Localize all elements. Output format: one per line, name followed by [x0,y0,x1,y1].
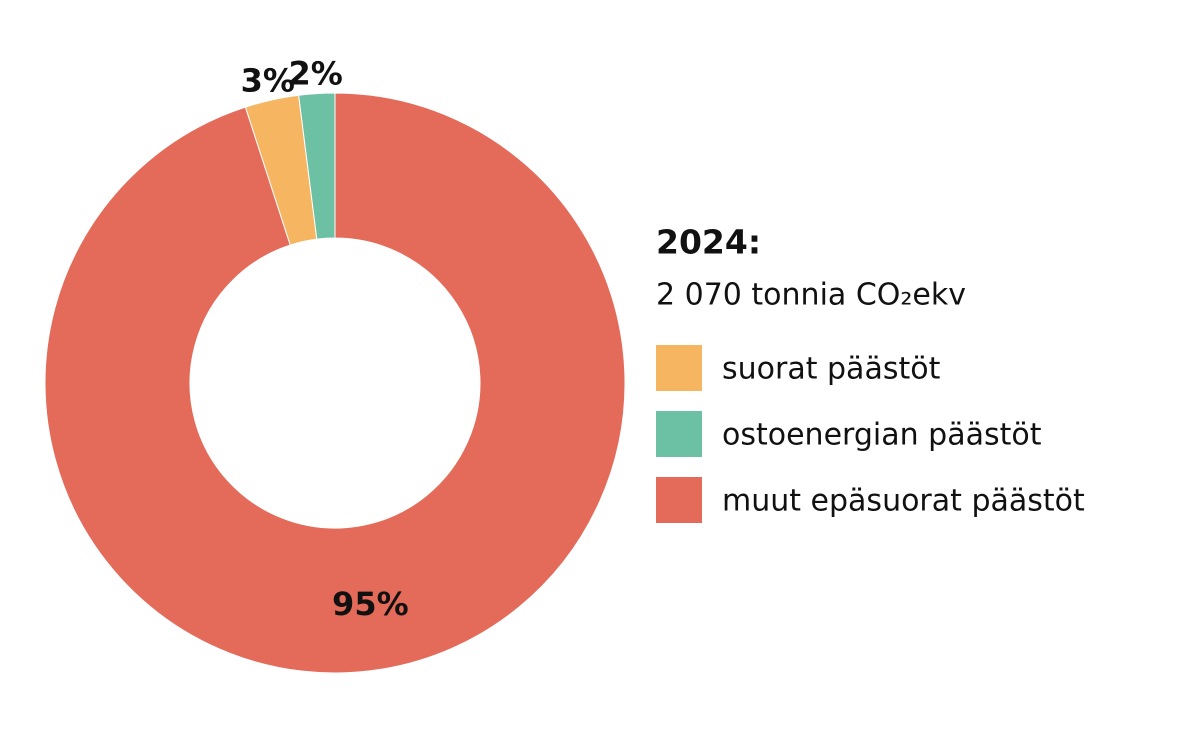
legend-swatch [656,411,702,457]
legend-swatch [656,345,702,391]
legend-label: suorat päästöt [722,352,941,387]
data-label: 3% [241,61,295,99]
legend-swatch [656,477,702,523]
chart-subtitle: 2 070 tonnia CO₂ekv [656,278,966,313]
legend-label: ostoenergian päästöt [722,418,1042,453]
data-label: 95% [332,585,409,623]
donut-slice [44,92,626,674]
chart-title: 2024: [656,223,761,262]
data-label: 2% [288,55,342,93]
legend-label: muut epäsuorat päästöt [722,484,1085,519]
